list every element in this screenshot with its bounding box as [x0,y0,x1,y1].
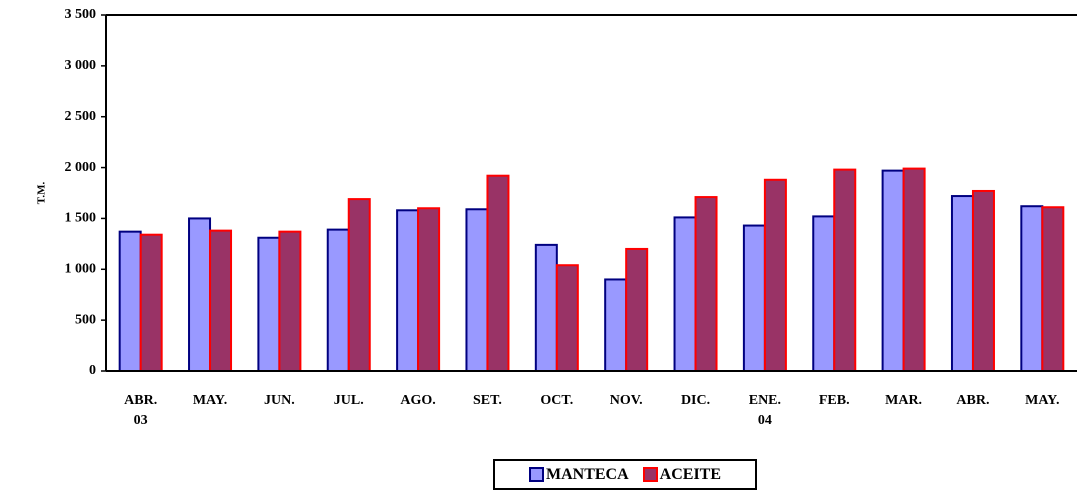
bar [971,189,995,372]
legend-label: MANTECA [545,465,629,483]
bar [1020,205,1044,372]
x-tick-label: MAY. [1025,393,1060,408]
bar [118,230,142,372]
bar [833,168,857,372]
legend-item: ACEITE [642,465,722,484]
bar [604,278,628,373]
bar [812,215,836,372]
y-axis-title: T.M. [36,182,48,205]
bar [694,196,718,372]
bar [139,233,163,372]
bar [555,264,579,372]
bar [950,195,974,372]
x-tick-label: FEB. [818,393,850,408]
bar [465,208,489,372]
x-tick-label: DIC. [680,393,711,408]
legend: MANTECA ACEITE [493,459,757,490]
bar [396,209,420,372]
bar [257,236,281,372]
bar [486,174,510,372]
y-tick-label: 3 500 [65,7,97,22]
legend-item: MANTECA [528,465,629,484]
x-tick-label: SET. [472,393,502,408]
x-tick-label: ENE. 04 [748,393,782,428]
x-tick-label: MAR. [885,393,923,408]
x-tick-label: AGO. [400,393,436,408]
x-tick-label: MAY. [192,393,228,408]
x-tick-label: NOV. [609,393,643,408]
y-tick-label: 500 [75,312,96,327]
y-tick-label: 1 500 [65,211,97,226]
y-tick-label: 0 [89,363,96,378]
bar [881,169,905,372]
bar [347,198,371,372]
bar [902,167,926,372]
legend-label: ACEITE [659,465,722,483]
bar [188,217,212,372]
legend-swatch [642,467,658,482]
x-tick-label: OCT. [540,393,574,408]
bar [763,178,787,372]
y-tick-label: 1 000 [65,262,97,277]
y-tick-label: 2 500 [65,109,97,124]
y-tick-label: 2 000 [65,160,97,175]
bar [209,229,233,372]
bar [625,247,649,372]
x-tick-label: ABR. [956,393,990,408]
y-tick-label: 3 000 [65,58,97,73]
bar [673,216,697,372]
x-tick-label: JUL. [333,393,364,408]
x-tick-label: ABR. 03 [124,393,158,428]
legend-swatch [528,467,544,482]
bar [742,224,766,372]
bar [1041,206,1065,372]
bar [534,243,558,372]
bar [417,207,441,372]
x-tick-label: JUN. [264,393,295,408]
bar [326,228,350,372]
bar [278,230,302,372]
